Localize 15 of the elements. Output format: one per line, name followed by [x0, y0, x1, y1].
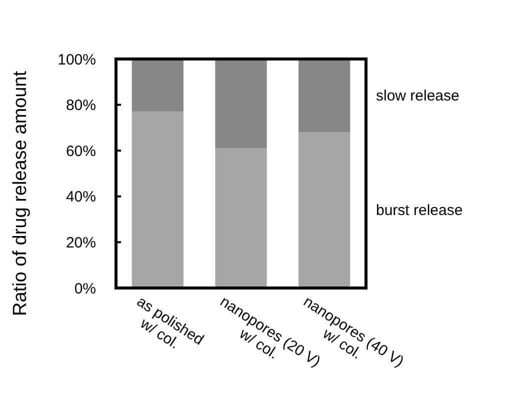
- y-tick-label: 60%: [66, 142, 96, 160]
- y-axis-title: Ratio of drug release amount: [10, 70, 31, 316]
- bar: [298, 132, 350, 288]
- y-tick-label: 40%: [66, 188, 96, 206]
- bar: [215, 59, 267, 148]
- bar: [132, 59, 184, 112]
- series-label: burst release: [376, 202, 463, 220]
- y-tick-label: 100%: [58, 51, 96, 68]
- bar: [298, 59, 350, 132]
- bar: [132, 112, 184, 288]
- y-tick-label: 80%: [66, 97, 96, 114]
- y-tick-label: 0%: [74, 280, 96, 298]
- bar: [215, 148, 267, 288]
- series-label: slow release: [376, 88, 460, 105]
- y-tick-label: 20%: [66, 234, 96, 252]
